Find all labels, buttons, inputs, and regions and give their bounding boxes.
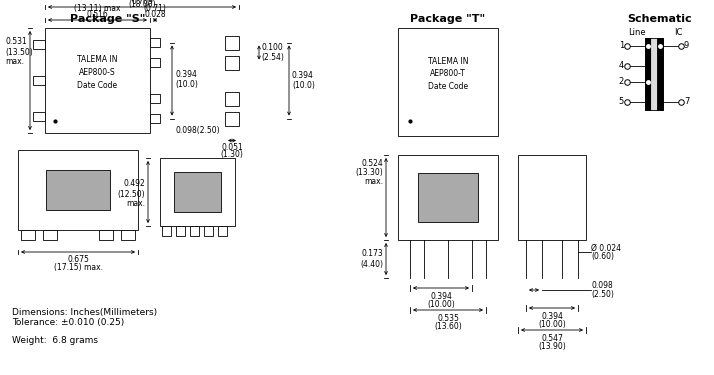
- Text: (10.00): (10.00): [427, 300, 455, 309]
- Text: max.: max.: [126, 200, 145, 208]
- Text: 0.531: 0.531: [5, 38, 26, 46]
- Bar: [657, 38, 663, 110]
- Text: (13.50): (13.50): [5, 48, 33, 57]
- Text: Package "T": Package "T": [411, 14, 486, 24]
- Text: 0.051: 0.051: [221, 144, 243, 153]
- Bar: [398, 28, 498, 136]
- Text: (18.00): (18.00): [129, 0, 156, 9]
- Bar: [225, 111, 239, 126]
- Text: max.: max.: [364, 177, 383, 186]
- Bar: [398, 155, 498, 240]
- Bar: [651, 38, 657, 110]
- Text: (10.0): (10.0): [175, 80, 198, 89]
- Text: Ø 0.024: Ø 0.024: [591, 243, 621, 252]
- Text: (17.15) max.: (17.15) max.: [54, 263, 103, 272]
- Bar: [160, 158, 235, 226]
- Bar: [218, 226, 227, 236]
- Text: 9: 9: [684, 42, 689, 51]
- Bar: [45, 28, 150, 133]
- Text: TALEMA IN
AEP800-S
Date Code: TALEMA IN AEP800-S Date Code: [77, 56, 118, 90]
- Text: (13.30): (13.30): [356, 168, 383, 177]
- Text: 0.394: 0.394: [175, 70, 197, 79]
- Bar: [225, 92, 239, 105]
- Text: 0.516: 0.516: [86, 10, 109, 19]
- Text: (13.60): (13.60): [434, 322, 462, 331]
- Bar: [18, 150, 138, 230]
- Bar: [418, 173, 478, 222]
- Bar: [43, 230, 57, 240]
- Text: Dimensions: Inches(Millimeters): Dimensions: Inches(Millimeters): [12, 308, 157, 317]
- Text: 0.524: 0.524: [361, 159, 383, 168]
- Text: max.: max.: [5, 57, 24, 66]
- Text: 0.098: 0.098: [591, 280, 613, 290]
- Text: 0.675: 0.675: [67, 255, 89, 264]
- Text: (2.50): (2.50): [591, 291, 614, 300]
- Text: 2: 2: [619, 78, 624, 87]
- Text: (10.00): (10.00): [538, 320, 566, 329]
- Text: 0.394: 0.394: [541, 312, 563, 321]
- Bar: [225, 56, 239, 69]
- Text: (0.71): (0.71): [144, 4, 166, 13]
- Text: (13.11) max: (13.11) max: [74, 4, 121, 13]
- Text: (2.54): (2.54): [261, 53, 284, 62]
- Bar: [518, 155, 586, 240]
- Text: 4: 4: [619, 62, 624, 70]
- Bar: [150, 114, 160, 123]
- Text: 0.098(2.50): 0.098(2.50): [175, 126, 220, 135]
- Text: Tolerance: ±0.010 (0.25): Tolerance: ±0.010 (0.25): [12, 318, 124, 327]
- Text: 0.028: 0.028: [144, 10, 166, 19]
- Bar: [176, 226, 185, 236]
- Text: 0.535: 0.535: [437, 314, 459, 323]
- Bar: [645, 38, 663, 110]
- Bar: [121, 230, 135, 240]
- Bar: [99, 230, 113, 240]
- Bar: [33, 40, 45, 49]
- Text: (13.90): (13.90): [538, 342, 566, 351]
- Text: 1: 1: [619, 42, 624, 51]
- Text: Line: Line: [628, 28, 645, 37]
- Text: Schematic: Schematic: [628, 14, 693, 24]
- Text: 0.709: 0.709: [131, 0, 153, 6]
- Text: 5: 5: [619, 98, 624, 106]
- Text: 7: 7: [684, 98, 690, 106]
- Text: IC: IC: [674, 28, 682, 37]
- Bar: [33, 112, 45, 121]
- Bar: [204, 226, 213, 236]
- Bar: [150, 58, 160, 67]
- Text: (1.30): (1.30): [221, 150, 243, 159]
- Bar: [150, 38, 160, 47]
- Text: TALEMA IN
AEP800-T
Date Code: TALEMA IN AEP800-T Date Code: [428, 57, 468, 91]
- Text: (12.50): (12.50): [117, 189, 145, 198]
- Text: (4.40): (4.40): [360, 260, 383, 268]
- Text: 0.173: 0.173: [361, 249, 383, 258]
- Bar: [190, 226, 199, 236]
- Text: (0.60): (0.60): [591, 252, 614, 261]
- Text: 0.492: 0.492: [124, 180, 145, 189]
- Text: 0.394: 0.394: [292, 71, 314, 80]
- Bar: [174, 172, 221, 212]
- Bar: [46, 170, 110, 210]
- Text: Package "S": Package "S": [70, 14, 146, 24]
- Text: 0.547: 0.547: [541, 334, 563, 343]
- Text: 0.100: 0.100: [261, 43, 283, 52]
- Bar: [33, 76, 45, 85]
- Bar: [150, 94, 160, 103]
- Text: (10.0): (10.0): [292, 81, 315, 90]
- Text: Weight:  6.8 grams: Weight: 6.8 grams: [12, 336, 98, 345]
- Text: 0.394: 0.394: [430, 292, 452, 301]
- Bar: [225, 36, 239, 50]
- Bar: [645, 38, 651, 110]
- Bar: [21, 230, 35, 240]
- Bar: [162, 226, 171, 236]
